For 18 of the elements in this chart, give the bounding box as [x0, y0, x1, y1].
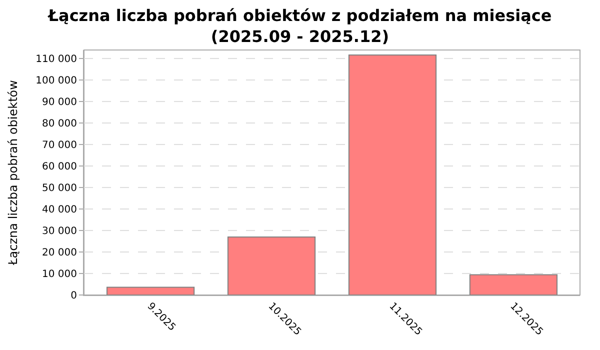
bar — [469, 274, 558, 295]
y-tick-label: 10 000 — [42, 269, 77, 280]
y-tick-label: 100 000 — [36, 76, 77, 87]
y-axis-title: Łączna liczba pobrań obiektów — [6, 80, 20, 266]
y-tick-label: 0 — [70, 290, 77, 302]
y-tick-label: 60 000 — [42, 162, 77, 173]
y-tick-label: 90 000 — [42, 97, 77, 108]
chart-title: Łączna liczba pobrań obiektów z podziałem na miesiące (2025.09 - 2025.12) — [47, 6, 552, 46]
y-tick-label: 20 000 — [42, 248, 77, 259]
y-tick-label: 70 000 — [42, 140, 77, 152]
bar — [227, 236, 316, 295]
y-tick-label: 40 000 — [42, 204, 77, 216]
y-tick-label: 80 000 — [42, 118, 77, 130]
y-tick-label: 110 000 — [36, 54, 77, 66]
bar — [348, 54, 437, 295]
bar — [106, 286, 195, 295]
y-tick-label: 50 000 — [42, 183, 77, 194]
y-tick-label: 30 000 — [42, 226, 77, 238]
